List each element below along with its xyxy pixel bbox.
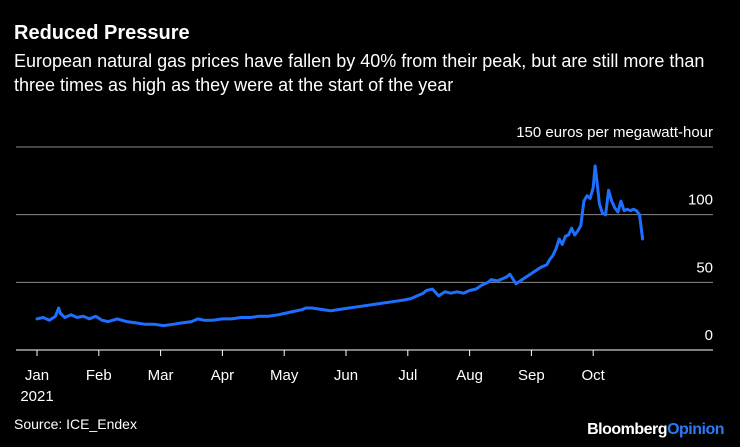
series-line-gas-price — [35, 164, 645, 328]
x-year-label: 2021 — [20, 388, 53, 405]
y-tick-label-150: 150 euros per megawatt-hour — [516, 124, 713, 141]
x-tick-label-apr: Apr — [211, 367, 234, 384]
x-tick-label-jul: Jul — [398, 367, 417, 384]
x-tick-label-oct: Oct — [582, 367, 606, 384]
x-tick-label-jan: Jan — [25, 367, 49, 384]
x-tick-label-sep: Sep — [518, 367, 545, 384]
x-tick-label-feb: Feb — [86, 367, 112, 384]
chart-title: Reduced Pressure — [14, 22, 190, 44]
brand-bloomberg: Bloomberg — [587, 421, 668, 438]
x-tick-label-aug: Aug — [456, 367, 483, 384]
x-tick-label-may: May — [270, 367, 299, 384]
x-tick-label-jun: Jun — [334, 367, 358, 384]
x-tick-label-mar: Mar — [148, 367, 174, 384]
source-note: Source: ICE_Endex — [14, 416, 137, 432]
y-tick-label-100: 100 — [688, 192, 713, 209]
y-tick-label-50: 50 — [696, 259, 713, 276]
bloomberg-opinion-logo: BloombergOpinion — [587, 421, 724, 439]
chart-subtitle: European natural gas prices have fallen … — [14, 51, 705, 95]
brand-opinion: Opinion — [667, 421, 724, 438]
y-tick-label-0: 0 — [705, 327, 713, 344]
